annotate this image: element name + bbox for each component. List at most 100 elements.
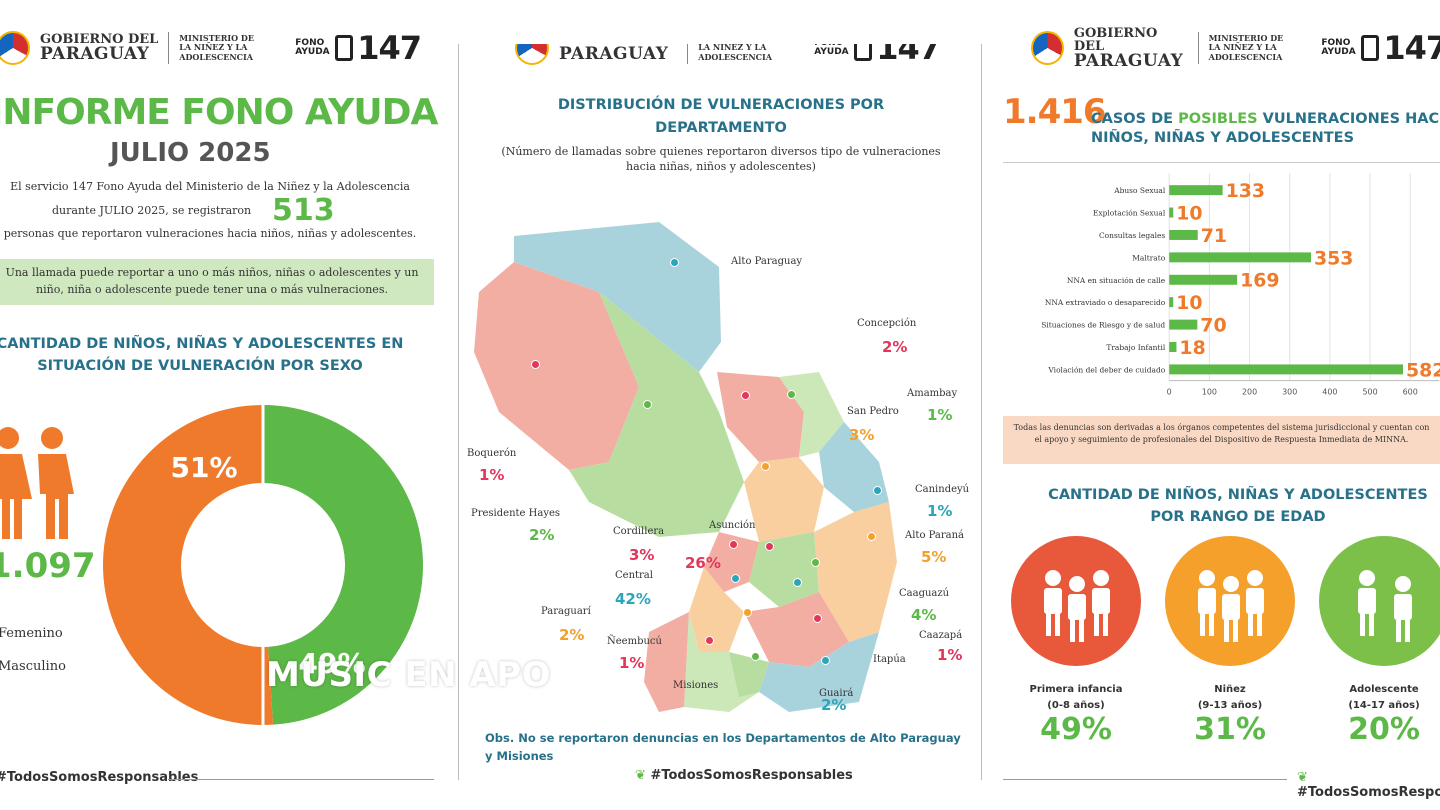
bar-value-label: 353 — [1314, 247, 1353, 269]
map-label-boqueron: Boquerón — [467, 448, 517, 459]
header-divider — [168, 32, 170, 64]
donut-slice-femenino — [263, 405, 423, 725]
map-marker-misiones — [751, 652, 760, 661]
map-label-paraguari: Paraguarí — [541, 606, 591, 617]
map-marker-alto-parana — [867, 532, 876, 541]
total-callers: 513 — [272, 193, 335, 228]
panel-header: GOBIERNO DEL PARAGUAY MINISTERIO DE LA N… — [515, 44, 941, 68]
bar — [1169, 319, 1198, 330]
footer-divider — [1003, 779, 1287, 780]
x-tick-label: 100 — [1202, 388, 1217, 397]
map-marker-paraguari — [743, 608, 752, 617]
legend-female: Femenino — [0, 626, 63, 641]
map-label-alto-parana: Alto Paraná — [905, 530, 965, 541]
map-title: DISTRIBUCIÓN DE VULNERACIONES POR DEPART… — [557, 97, 885, 137]
map-marker-boqueron — [531, 360, 540, 369]
map-pct-presidente-hayes: 2% — [529, 526, 555, 544]
sex-donut-chart: 49% 51% — [102, 405, 423, 725]
video-caption-overlay: MUSIC EN APO — [266, 655, 552, 695]
total-children: 1.097 — [0, 546, 96, 586]
bar-value-label: 10 — [1176, 203, 1202, 225]
map-marker-amambay — [787, 390, 796, 399]
vulnerabilities-bar-chart: 0 100 200 300 400 500 600 Abuso Sexual 133 Explot… — [1003, 162, 1440, 397]
map-pct-asuncion: 26% — [685, 554, 721, 572]
age-group-label: Adolescente (14-17 años) — [1348, 684, 1420, 711]
bar-category-label: Consultas legales — [1099, 231, 1165, 240]
map-marker-caazapa — [813, 614, 822, 623]
legend-male: Masculino — [0, 659, 66, 674]
footer-divider — [168, 779, 434, 780]
header-divider — [1197, 32, 1199, 64]
bar-value-label: 133 — [1226, 180, 1265, 202]
bar-category-label: Maltrato — [1132, 253, 1165, 262]
map-marker-caaguazu — [811, 558, 820, 567]
bar-category-label: Abuso Sexual — [1113, 186, 1166, 195]
map-marker-guaira — [793, 578, 802, 587]
age-group-label: Primera infancia (0-8 años) — [1029, 684, 1123, 711]
age-group-circle — [1011, 536, 1141, 666]
map-marker-itapua — [821, 656, 830, 665]
total-cases: 1.416 — [1003, 92, 1107, 132]
x-tick-label: 600 — [1403, 388, 1418, 397]
map-marker-concepcion — [741, 391, 750, 400]
children-figures-icon — [1044, 570, 1110, 642]
bar-value-label: 71 — [1201, 225, 1227, 247]
hashtag-footer: ❦ #TodosSomosResponsables — [1297, 770, 1440, 800]
map-label-neembucu: Ñeembucú — [607, 636, 662, 647]
age-section-title: CANTIDAD DE NIÑOS, NIÑAS Y ADOLESCENTES … — [1048, 487, 1428, 526]
age-group-circle — [1165, 536, 1295, 666]
paraguay-seal-icon — [515, 44, 549, 65]
report-panel-map: GOBIERNO DEL PARAGUAY MINISTERIO DE LA N… — [458, 44, 982, 780]
bar — [1169, 274, 1238, 285]
bar — [1169, 229, 1198, 240]
map-marker-neembucu — [705, 636, 714, 645]
x-tick-label: 400 — [1322, 388, 1337, 397]
header-divider — [687, 44, 689, 64]
age-group-circle — [1319, 536, 1440, 666]
cases-title: CASOS DE POSIBLES VULNERACIONES HACIA NI… — [1091, 111, 1440, 146]
bar-category-label: Explotación Sexual — [1093, 209, 1166, 218]
map-pct-caazapa: 1% — [937, 646, 963, 664]
map-pct-guaira: 2% — [821, 696, 847, 714]
map-marker-san-pedro — [761, 462, 770, 471]
panel-header: GOBIERNO DEL PARAGUAY MINISTERIO DE LA N… — [0, 28, 422, 68]
bar-category-label: NNA en situación de calle — [1067, 276, 1166, 285]
x-tick-label: 0 — [1167, 388, 1172, 397]
map-marker-canindeyu — [873, 486, 882, 495]
map-pct-canindeyu: 1% — [927, 502, 953, 520]
hashtag-footer: #TodosSomosResponsables — [0, 770, 199, 785]
map-marker-asuncion — [729, 540, 738, 549]
age-group-label: Niñez (9-13 años) — [1197, 684, 1263, 711]
paraguay-map — [474, 222, 897, 712]
age-group-pct: 49% — [1040, 712, 1112, 747]
map-label-asuncion: Asunción — [709, 520, 756, 531]
gobierno-logo: GOBIERNO DEL PARAGUAY — [1073, 25, 1184, 71]
bar-value-label: 169 — [1240, 270, 1279, 292]
map-label-caaguazu: Caaguazú — [899, 588, 950, 599]
phone-icon — [1361, 35, 1380, 61]
bar-category-label: Situaciones de Riesgo y de salud — [1041, 321, 1165, 330]
phone-icon — [854, 44, 873, 61]
gobierno-logo: GOBIERNO DEL PARAGUAY — [40, 32, 159, 64]
intro-line-3: personas que reportaron vulneraciones ha… — [3, 227, 417, 240]
bar — [1169, 364, 1403, 375]
map-label-canindeyu: Canindeyú — [915, 484, 970, 495]
map-pct-boqueron: 1% — [479, 466, 505, 484]
children-figures-icon — [1358, 570, 1412, 642]
fono-ayuda-logo: FONO AYUDA 147 — [1321, 29, 1440, 67]
x-tick-label: 500 — [1362, 388, 1377, 397]
map-pct-san-pedro: 3% — [849, 426, 875, 444]
ministerio-logo: MINISTERIO DE LA NIÑEZ Y LA ADOLESCENCIA — [1208, 33, 1284, 62]
map-pct-neembucu: 1% — [619, 654, 645, 672]
fono-ayuda-logo: FONO AYUDA 147 — [814, 44, 941, 67]
bar — [1169, 342, 1177, 352]
children-figures-icon — [0, 427, 74, 539]
referral-note: Todas las denuncias son derivadas a los … — [1003, 416, 1440, 464]
map-subtitle: (Número de llamadas sobre quienes report… — [501, 145, 941, 174]
bar-value-label: 10 — [1176, 292, 1202, 314]
ribbon-icon: ❦ — [635, 768, 646, 780]
donut-slice-masculino — [102, 405, 274, 725]
map-label-guaira: Guairá — [819, 688, 854, 699]
children-figures-icon — [1198, 570, 1264, 642]
report-subtitle: JULIO 2025 — [110, 138, 271, 168]
